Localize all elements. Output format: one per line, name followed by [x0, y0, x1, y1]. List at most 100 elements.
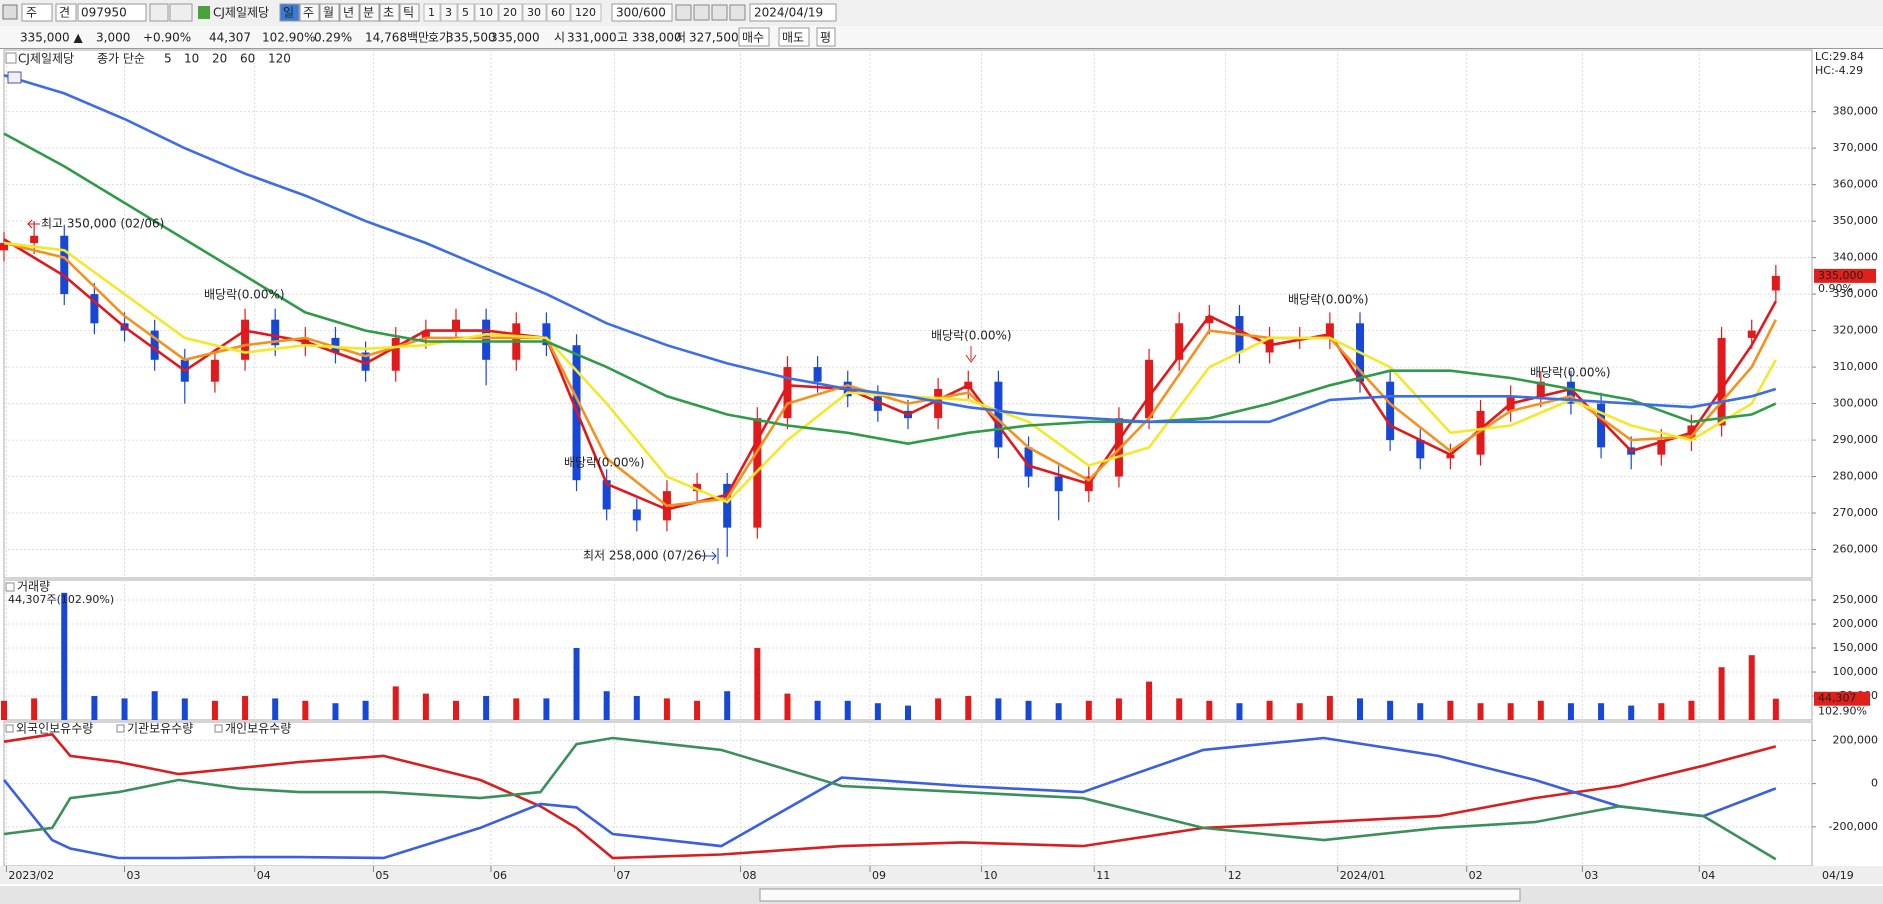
volume-bar — [784, 693, 791, 720]
x-tick-label: 04 — [1701, 869, 1715, 882]
tool-icon[interactable] — [2, 4, 18, 20]
volume-bar — [633, 696, 640, 720]
period-button[interactable] — [319, 3, 340, 22]
candle-body — [1717, 337, 1726, 426]
interval-button[interactable] — [423, 3, 441, 22]
interval-button[interactable] — [474, 3, 499, 22]
candle-body — [632, 509, 641, 521]
y-tick-label: 100,000 — [1833, 665, 1879, 678]
scroll-thumb[interactable] — [759, 888, 1521, 902]
order-button[interactable] — [816, 27, 836, 47]
interval-button[interactable] — [498, 3, 523, 22]
candle-body — [60, 235, 69, 295]
info-volume: 44,307 — [209, 31, 251, 45]
volume-bar — [1417, 703, 1424, 720]
y-tick-label: 330,000 — [1833, 287, 1879, 300]
volume-bar — [1477, 703, 1484, 720]
tool-icon[interactable] — [693, 4, 710, 21]
tool-icon[interactable] — [711, 4, 728, 21]
x-tick-label: 10 — [984, 869, 998, 882]
candle-body — [1024, 447, 1033, 477]
stock-code: 097950 — [81, 6, 127, 20]
period-label: 년 — [343, 6, 354, 20]
x-axis-bg — [0, 866, 1883, 884]
period-button[interactable] — [399, 3, 420, 22]
interval-button[interactable] — [546, 3, 571, 22]
volume-bar — [1025, 700, 1032, 720]
period-button[interactable] — [299, 3, 320, 22]
annotation: 최저 258,000 (07/26) — [583, 549, 706, 563]
volume-bar — [1537, 700, 1544, 720]
lc-label: LC:29.84 — [1815, 50, 1864, 63]
panel-icon[interactable] — [7, 71, 22, 84]
volume-panel — [3, 579, 1813, 721]
series-line — [2, 736, 1777, 860]
period-label: 초 — [383, 6, 394, 20]
volume-bar — [1357, 698, 1363, 720]
period-button[interactable] — [379, 3, 400, 22]
volume-bar — [965, 696, 972, 720]
interval-label: 5 — [462, 6, 469, 19]
volume-bar — [1055, 703, 1062, 720]
date-box[interactable] — [749, 3, 837, 22]
tool-icon[interactable] — [729, 4, 746, 21]
x-tick-label: 05 — [375, 869, 389, 882]
period-button[interactable] — [279, 3, 300, 22]
legend-entry: 20 — [212, 52, 227, 66]
order-button[interactable] — [738, 27, 770, 47]
candle-body — [421, 330, 430, 338]
candle-body — [241, 319, 250, 360]
code-box[interactable] — [77, 3, 147, 22]
volume-bar — [1772, 698, 1779, 720]
count-box — [611, 3, 673, 22]
dropdown[interactable] — [21, 3, 53, 22]
y-tick-label: 150,000 — [1833, 641, 1879, 654]
volume-bar — [1628, 705, 1635, 720]
y-tick-label: 200,000 — [1833, 733, 1879, 746]
candle-body — [1145, 359, 1154, 419]
volume-bar — [453, 700, 459, 720]
volume-tag — [1814, 691, 1870, 706]
tool-icon[interactable] — [675, 4, 692, 21]
y-tick-label: 310,000 — [1833, 360, 1879, 373]
interval-button[interactable] — [570, 3, 602, 22]
interval-button[interactable] — [457, 3, 475, 22]
icon-button[interactable] — [169, 3, 193, 22]
volume-bar — [31, 698, 38, 720]
candle-body — [602, 480, 611, 510]
volume-bar — [1206, 700, 1213, 720]
annotation: 최고 350,000 (02/06) — [41, 217, 164, 231]
candle-body — [934, 388, 943, 419]
volume-bar — [1085, 700, 1092, 720]
volume-bar — [1326, 696, 1333, 720]
order-avg: 평 — [820, 31, 831, 45]
interval-button[interactable] — [440, 3, 458, 22]
volume-bar — [61, 592, 68, 720]
candle-body — [0, 243, 8, 251]
period-button[interactable] — [359, 3, 380, 22]
y-tick-label: 350,000 — [1833, 214, 1879, 227]
period-button[interactable] — [339, 3, 360, 22]
interval-button[interactable] — [522, 3, 547, 22]
order-button[interactable] — [778, 27, 810, 47]
period-label: 일 — [283, 6, 294, 20]
legend-icon — [116, 724, 125, 733]
series-line — [3, 73, 1777, 424]
legend-icon — [214, 724, 223, 733]
volume-bar — [1, 700, 7, 720]
y-tick-label: 300,000 — [1833, 397, 1879, 410]
interval-label: 10 — [479, 6, 493, 19]
x-tick-label: 09 — [872, 869, 886, 882]
candle-body — [1175, 323, 1184, 360]
y-tick-label: 370,000 — [1833, 141, 1879, 154]
y-tick-label: 200,000 — [1833, 617, 1879, 630]
volume-ratio: 102.90% — [1818, 705, 1867, 718]
volume-bar — [181, 698, 188, 720]
volume-bar — [242, 696, 249, 720]
volume-bar — [392, 686, 399, 720]
info-quote-label: 호가 — [428, 31, 450, 45]
series-line — [3, 241, 1777, 508]
icon-button[interactable] — [149, 3, 169, 22]
dropdown[interactable] — [55, 3, 77, 22]
